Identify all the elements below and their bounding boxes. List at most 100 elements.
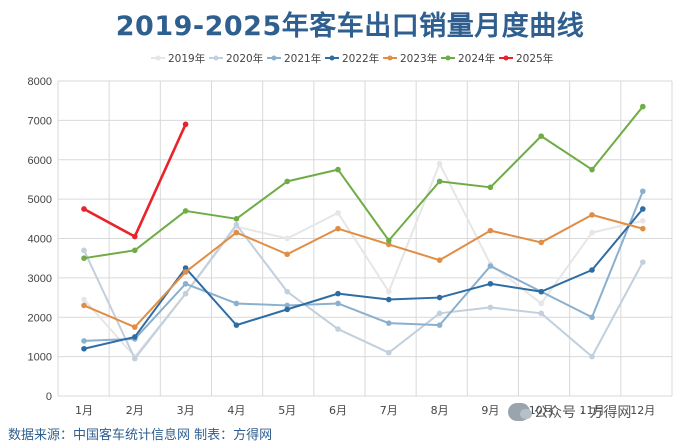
data-point (589, 229, 595, 236)
y-tick-label: 5000 (28, 194, 52, 206)
x-tick-label: 7月 (380, 404, 398, 417)
legend-label: 2023年 (400, 52, 437, 65)
data-point (81, 345, 87, 352)
y-tick-label: 4000 (28, 234, 52, 246)
y-tick-label: 3000 (28, 273, 52, 285)
data-point (538, 300, 544, 307)
series-line (83, 223, 644, 360)
data-point (233, 221, 240, 228)
legend-item: 2024年 (441, 52, 495, 65)
data-point (538, 239, 544, 246)
data-point (81, 255, 87, 261)
data-point (436, 178, 443, 185)
series-2020年 (81, 221, 646, 362)
x-tick-label: 6月 (329, 404, 347, 417)
data-point (132, 355, 138, 362)
data-point (284, 306, 291, 313)
grid (57, 80, 673, 397)
data-point (589, 166, 595, 173)
x-tick-label: 3月 (177, 404, 195, 417)
data-point (386, 296, 392, 303)
series-2024年 (81, 103, 646, 261)
legend-label: 2022年 (342, 52, 379, 65)
axis: 0 1000 2000 3000 4000 5000 6000 7000 8000 1月 2月 3月 4… (28, 76, 656, 417)
x-tick-label: 12月 (630, 404, 655, 417)
data-point (233, 322, 240, 328)
data-point (487, 280, 494, 287)
data-point (386, 320, 392, 326)
data-point (538, 133, 544, 139)
data-point (386, 237, 392, 244)
y-tick-label: 7000 (28, 115, 52, 127)
x-tick-label: 9月 (481, 404, 499, 417)
series-line (83, 208, 644, 350)
data-point (284, 178, 291, 185)
data-point (284, 251, 291, 258)
x-tick-label: 8月 (431, 404, 449, 417)
data-point (182, 208, 189, 214)
legend-item: 2020年 (209, 52, 263, 65)
data-point (538, 288, 544, 295)
data-point (538, 310, 544, 317)
data-point (640, 206, 646, 212)
data-point (335, 326, 341, 332)
legend-label: 2020年 (226, 52, 263, 65)
legend-marker (503, 55, 509, 61)
data-point (436, 160, 443, 167)
data-point (589, 314, 595, 321)
legend-label: 2021年 (284, 52, 321, 65)
data-point (487, 184, 494, 191)
x-tick-label: 2月 (126, 404, 144, 417)
legend-item: 2022年 (325, 52, 379, 65)
x-tick-label: 10月 (529, 404, 554, 417)
data-point (132, 233, 138, 240)
data-point (132, 324, 138, 330)
x-tick-label: 5月 (278, 404, 296, 417)
data-point (436, 310, 443, 317)
data-point (284, 288, 291, 295)
legend-label: 2025年 (516, 52, 553, 65)
data-point (335, 300, 341, 307)
legend-marker (213, 55, 219, 61)
legend-item: 2019年 (151, 52, 205, 65)
legend-marker (387, 55, 393, 61)
data-point (233, 216, 240, 222)
watermark-text: 公众号 · 方得网 (534, 405, 632, 421)
data-point (640, 225, 646, 232)
data-point (233, 229, 240, 236)
data-point (386, 349, 392, 356)
data-point (81, 206, 87, 212)
y-tick-label: 8000 (28, 76, 52, 88)
watermark: 公众号 · 方得网 (508, 402, 631, 422)
series-line (83, 213, 644, 329)
data-point (487, 263, 494, 269)
data-point (335, 225, 341, 232)
data-point (335, 210, 341, 216)
wechat-icon (508, 403, 532, 421)
legend-label: 2024年 (458, 52, 495, 65)
data-point (640, 188, 646, 195)
series-layer (81, 103, 646, 362)
data-point (182, 265, 189, 271)
data-point (284, 302, 291, 309)
data-point (182, 280, 189, 287)
data-point (132, 334, 138, 340)
data-point (81, 302, 87, 309)
data-point (487, 227, 494, 234)
series-line (83, 123, 187, 238)
data-point (386, 288, 392, 295)
data-point (182, 290, 189, 297)
y-tick-label: 0 (46, 391, 52, 403)
data-point (589, 267, 595, 273)
y-tick-label: 1000 (28, 352, 52, 364)
legend-marker (445, 55, 451, 61)
legend-marker (271, 55, 277, 61)
data-point (284, 235, 291, 242)
y-tick-label: 2000 (28, 312, 52, 324)
data-point (81, 338, 87, 344)
legend-item: 2025年 (499, 52, 553, 65)
legend-item: 2023年 (383, 52, 437, 65)
data-point (335, 290, 341, 297)
series-2023年 (81, 212, 646, 330)
data-point (589, 353, 595, 360)
